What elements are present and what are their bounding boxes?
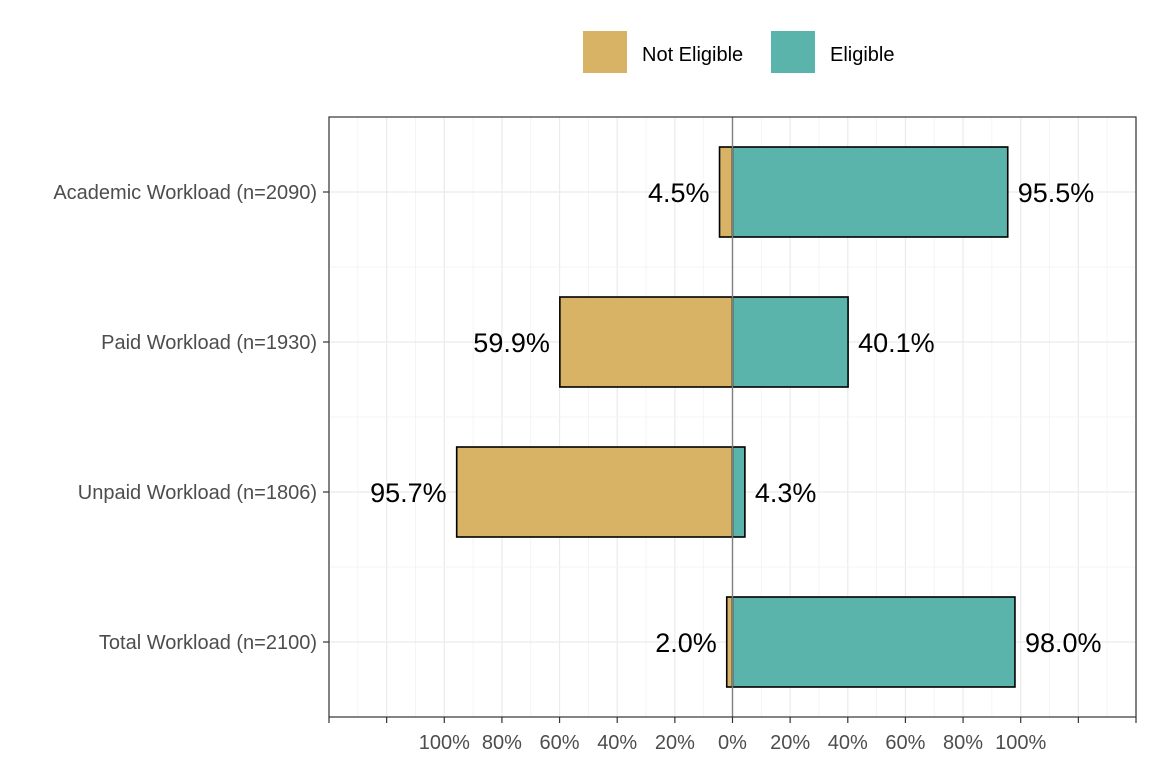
bar-eligible xyxy=(731,296,849,388)
data-label-not-eligible: 95.7% xyxy=(370,478,447,508)
data-label-eligible: 95.5% xyxy=(1018,178,1095,208)
legend-label: Eligible xyxy=(830,44,894,66)
bar-eligible xyxy=(731,146,1009,238)
data-label-not-eligible: 2.0% xyxy=(655,628,717,658)
category-label: Academic Workload (n=2090) xyxy=(53,182,317,204)
legend-key xyxy=(771,31,815,73)
x-tick-label: 40% xyxy=(828,732,868,754)
x-tick-label: 100% xyxy=(995,732,1046,754)
bar-not-eligible xyxy=(725,596,734,688)
x-tick-label: 60% xyxy=(885,732,925,754)
x-tick-label: 80% xyxy=(482,732,522,754)
x-tick-label: 100% xyxy=(419,732,470,754)
legend-label: Not Eligible xyxy=(642,44,743,66)
category-label: Paid Workload (n=1930) xyxy=(101,332,317,354)
category-label: Unpaid Workload (n=1806) xyxy=(78,482,317,504)
x-tick-label: 20% xyxy=(655,732,695,754)
plot-area: 4.5% 95.5% 59.9% 40.1% 95.7% 4.3% 2.0% 98.0% Aca… xyxy=(53,116,1137,754)
legend: Not Eligible Eligible xyxy=(583,31,894,73)
x-tick-label: 40% xyxy=(597,732,637,754)
legend-key xyxy=(583,31,627,73)
x-tick-label: 0% xyxy=(718,732,747,754)
data-label-eligible: 98.0% xyxy=(1025,628,1102,658)
x-tick-label: 60% xyxy=(540,732,580,754)
bar-not-eligible xyxy=(559,296,734,388)
x-tick-label: 20% xyxy=(770,732,810,754)
bar-not-eligible xyxy=(718,146,734,238)
bar-eligible xyxy=(731,446,746,538)
data-label-eligible: 40.1% xyxy=(858,328,935,358)
category-label: Total Workload (n=2100) xyxy=(99,632,317,654)
bar-eligible xyxy=(731,596,1016,688)
data-label-not-eligible: 4.5% xyxy=(648,178,710,208)
bar-not-eligible xyxy=(455,446,734,538)
data-label-eligible: 4.3% xyxy=(755,478,817,508)
x-tick-label: 80% xyxy=(943,732,983,754)
data-label-not-eligible: 59.9% xyxy=(473,328,550,358)
